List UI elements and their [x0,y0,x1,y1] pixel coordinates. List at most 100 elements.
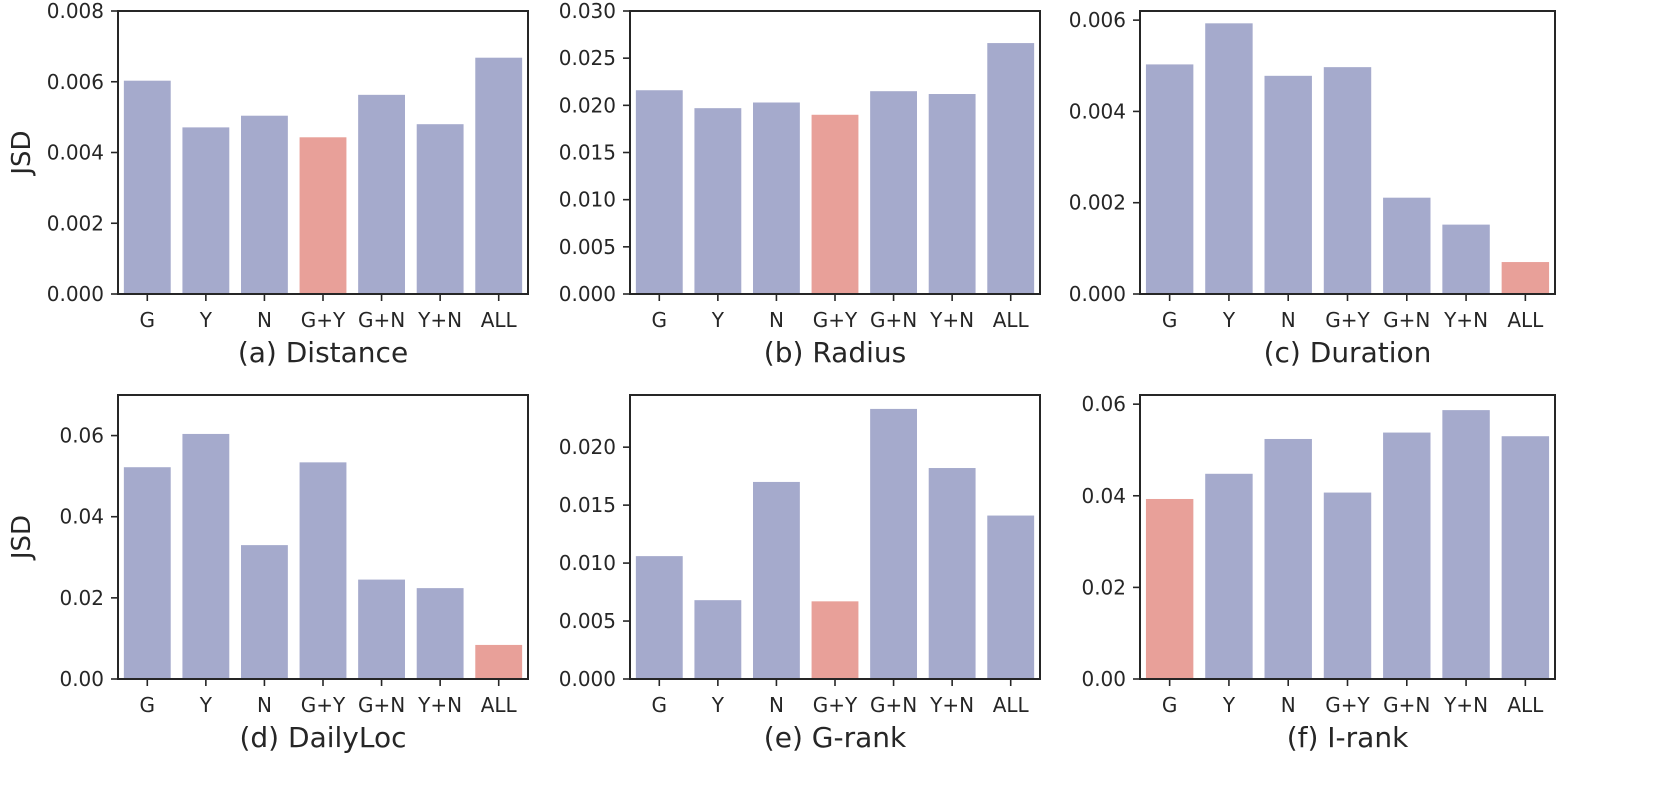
y-tick-label: 0.010 [559,551,616,575]
chart-title: (d) DailyLoc [239,721,406,754]
x-tick-label: ALL [993,308,1030,332]
bar-yplusn [1442,410,1490,679]
y-tick-label: 0.004 [47,141,104,165]
bar-g [123,80,171,294]
x-tick-label: ALL [481,308,518,332]
bar-g [635,90,683,295]
chart-panel-1: 0.000 0.002 0.004 0.006 0.008 G Y N G+Y G+N Y+N ALL… [7,0,529,369]
y-tick-label: 0.000 [559,667,616,691]
chart-panel-2: 0.000 0.005 0.010 0.015 0.020 0.025 0.030 G Y N G+… [559,0,1041,369]
x-tick-label: Y [711,693,725,717]
bar-yplusn [928,94,976,294]
x-tick-label: Y+N [929,693,974,717]
x-tick-label: Y+N [417,308,462,332]
bar-y [182,127,230,294]
x-tick-label: ALL [1507,693,1544,717]
bar-g [1145,64,1194,294]
x-tick-label: G [652,308,668,332]
bar-all [1501,436,1550,679]
chart-panel-6: 0.00 0.02 0.04 0.06 G Y N G+Y G+N Y+N ALL (f) I-ran… [1081,392,1556,754]
y-axis-label: JSD [7,130,37,176]
bar-y [182,433,230,679]
y-tick-label: 0.025 [559,46,616,70]
bar-yplusn [928,468,976,679]
x-tick-label: Y+N [1443,308,1488,332]
x-tick-label: G [1162,308,1178,332]
y-tick-label: 0.06 [1081,392,1126,416]
y-tick-label: 0.02 [1081,575,1126,599]
bar-gplusn [358,579,405,679]
x-tick-label: N [1281,693,1296,717]
y-tick-label: 0.000 [47,282,104,306]
x-tick-label: G+N [870,308,917,332]
x-tick-label: G [652,693,668,717]
bar-n [241,115,288,295]
x-tick-label: G+Y [1325,308,1370,332]
bar-n [753,102,800,295]
x-tick-label: G+Y [1325,693,1370,717]
bar-yplusn [1442,224,1490,294]
bar-g [123,467,171,679]
x-tick-label: Y [1222,693,1236,717]
y-tick-label: 0.002 [1069,191,1126,215]
bar-gplusy [1323,67,1372,294]
x-tick-label: G+Y [301,308,346,332]
bar-all [987,515,1035,679]
chart-panel-5: 0.000 0.005 0.010 0.015 0.020 G Y N G+Y G+N Y+N ALL… [559,394,1041,754]
x-tick-label: N [257,308,272,332]
x-tick-label: ALL [1507,308,1544,332]
bar-gplusn [870,91,917,294]
y-tick-label: 0.006 [1069,8,1126,32]
y-tick-label: 0.020 [559,435,616,459]
y-tick-label: 0.00 [59,667,104,691]
bar-all [475,644,523,679]
x-tick-label: Y [199,308,213,332]
y-tick-label: 0.002 [47,211,104,235]
bar-all [475,57,523,294]
x-tick-label: Y [199,693,213,717]
bar-all [1501,262,1550,294]
x-tick-label: G [140,693,156,717]
chart-title: (b) Radius [764,336,906,369]
y-tick-label: 0.004 [1069,99,1126,123]
bar-gplusn [358,94,405,295]
x-tick-label: N [769,693,784,717]
x-tick-label: ALL [481,693,518,717]
bar-gplusy [1323,492,1372,679]
y-tick-label: 0.008 [47,0,104,23]
y-tick-label: 0.010 [559,188,616,212]
chart-title: (c) Duration [1264,336,1432,369]
y-tick-label: 0.00 [1081,667,1126,691]
x-tick-label: G [1162,693,1178,717]
bar-gplusn [1383,432,1431,679]
bar-n [753,481,800,679]
y-tick-label: 0.04 [1081,484,1126,508]
bar-n [241,545,288,679]
y-tick-label: 0.04 [59,505,104,529]
x-tick-label: N [257,693,272,717]
x-tick-label: G+N [358,693,405,717]
x-tick-label: G [140,308,156,332]
chart-title: (a) Distance [238,336,408,369]
y-tick-label: 0.005 [559,235,616,259]
x-tick-label: G+Y [813,308,858,332]
bar-y [1205,23,1253,295]
bar-gplusy [811,114,859,295]
bar-yplusn [416,588,464,679]
y-tick-label: 0.015 [559,141,616,165]
x-tick-label: N [769,308,784,332]
x-tick-label: G+N [1383,308,1430,332]
x-tick-label: Y [711,308,725,332]
y-tick-label: 0.06 [59,424,104,448]
bar-g [1145,498,1194,679]
bar-yplusn [416,124,464,294]
x-tick-label: G+N [870,693,917,717]
y-tick-label: 0.006 [47,70,104,94]
x-tick-label: Y [1222,308,1236,332]
x-tick-label: G+Y [813,693,858,717]
y-tick-label: 0.000 [559,282,616,306]
x-tick-label: G+N [1383,693,1430,717]
y-tick-label: 0.020 [559,93,616,117]
bar-y [1205,473,1253,679]
